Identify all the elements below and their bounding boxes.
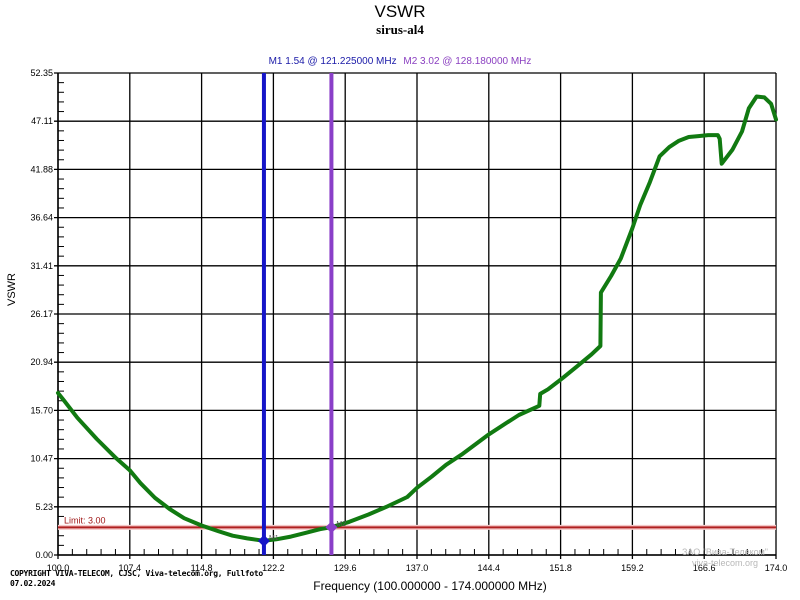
y-tick-label: 41.88 [30, 164, 53, 174]
x-tick-label: 129.6 [334, 563, 357, 573]
frequency-markers[interactable]: M1 M2 [257, 73, 346, 555]
vswr-trace [56, 94, 778, 543]
x-axis-label: Frequency (100.000000 - 174.000000 MHz) [313, 579, 547, 593]
chart-title: VSWR [374, 2, 426, 21]
y-tick-label: 31.41 [30, 261, 53, 271]
grid-lines [54, 72, 777, 559]
chart-subtitle: sirus-al4 [376, 22, 424, 37]
copyright-notice: COPYRIGHT VIVA-TELECOM, CJSC, Viva-telec… [10, 569, 263, 589]
x-tick-label: 144.4 [478, 563, 501, 573]
x-tick-label: 151.8 [549, 563, 572, 573]
marker-readout: M1 1.54 @ 121.225000 MHz M2 3.02 @ 128.1… [0, 56, 800, 67]
copyright-line: COPYRIGHT VIVA-TELECOM, CJSC, Viva-telec… [10, 569, 263, 578]
vswr-curve [56, 94, 778, 543]
tick-labels: 100.0 107.4 114.8 122.2 129.6 137.0 144.4 151.8… [30, 68, 787, 573]
y-tick-label: 36.64 [30, 213, 53, 223]
marker-tag: M1 [269, 535, 279, 542]
y-tick-label: 26.17 [30, 309, 53, 319]
limit-label: Limit: 3.00 [64, 515, 106, 525]
x-tick-label: 166.6 [693, 563, 716, 573]
marker-m2-diamond-icon[interactable] [325, 521, 338, 534]
x-tick-label: 114.8 [191, 563, 213, 573]
x-tick-label: 100.0 [47, 563, 70, 573]
copyright-date: 07.02.2024 [10, 579, 56, 588]
watermark-company: ЗАО "Вива-Телеком" [681, 547, 769, 557]
x-tick-label: 107.4 [119, 563, 142, 573]
x-tick-label: 122.2 [262, 563, 285, 573]
axis-ticks [58, 82, 763, 555]
y-tick-label: 0.00 [35, 550, 53, 560]
y-tick-label: 10.47 [30, 454, 53, 464]
y-tick-label: 15.70 [30, 405, 53, 415]
y-tick-label: 20.94 [30, 357, 53, 367]
watermark-site: viva-telecom.org [691, 558, 759, 568]
x-tick-label: 174.0 [765, 563, 788, 573]
y-tick-label: 5.23 [35, 502, 53, 512]
limit-line: Limit: 3.00 [58, 515, 776, 530]
watermark: ЗАО "Вива-Телеком" viva-telecom.org [670, 547, 780, 569]
x-tick-label: 159.2 [621, 563, 644, 573]
marker-tag: M2 [336, 521, 346, 528]
marker-m1-diamond-icon[interactable] [257, 534, 270, 547]
x-tick-label: 137.0 [406, 563, 429, 573]
marker2-readout: M2 3.02 @ 128.180000 MHz [403, 56, 532, 67]
y-tick-label: 52.35 [30, 68, 53, 78]
y-axis-label: VSWR [6, 273, 18, 306]
marker1-readout: M1 1.54 @ 121.225000 MHz [268, 56, 397, 67]
y-tick-label: 47.11 [31, 116, 53, 126]
